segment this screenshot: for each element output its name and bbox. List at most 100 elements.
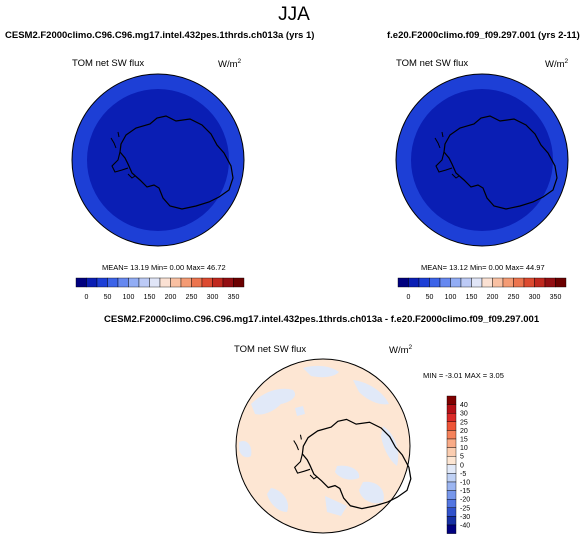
panel-2-colorbar-cell: [492, 277, 504, 288]
panel-3-colorbar-cell: [446, 421, 457, 431]
panel-3-colorbar-cell: [446, 490, 457, 500]
panel-1-colorbar-cell: [159, 277, 171, 288]
panel-2-stats: MEAN= 13.12 Min= 0.00 Max= 44.97: [421, 263, 545, 272]
panel-3-colorbar-tick-label: 0: [460, 462, 464, 469]
panel-3-colorbar-cell: [446, 456, 457, 466]
panel-2-colorbar-cell: [450, 277, 462, 288]
panel-3-colorbar-cell: [446, 404, 457, 414]
panel-3-colorbar-cell: [446, 524, 457, 534]
panel-2-colorbar-tick-label: 0: [407, 294, 411, 301]
panel-3-colorbar-cell: [446, 447, 457, 457]
panel-3-colorbar-cell: [446, 481, 457, 491]
panel-2-case-title: f.e20.F2000climo.f09_f09.297.001 (yrs 2-…: [387, 30, 580, 41]
panel-1-colorbar-cell: [86, 277, 98, 288]
panel-3-colorbar-cell: [446, 413, 457, 423]
panel-2-colorbar-cell: [471, 277, 483, 288]
panel-2-colorbar-tick-label: 50: [426, 294, 434, 301]
panel-2-colorbar-cell: [555, 277, 567, 288]
panel-2-colorbar-cell: [481, 277, 493, 288]
panel-1-colorbar-tick-label: 200: [165, 294, 177, 301]
panel-1-colorbar-cell: [191, 277, 203, 288]
panel-2-units-label: W/m2: [545, 58, 569, 71]
panel-2-colorbar-tick-label: 150: [466, 294, 478, 301]
panel-1-colorbar-cell: [149, 277, 161, 288]
panel-3-colorbar-tick-label: 20: [460, 428, 468, 435]
panel-1-colorbar-cell: [233, 277, 245, 288]
panel-3-colorbar-tick-label: 25: [460, 419, 468, 426]
panel-1-colorbar-cell: [170, 277, 182, 288]
panel-3-colorbar-tick-label: 10: [460, 445, 468, 452]
panel-2-colorbar-tick-label: 100: [445, 294, 457, 301]
panel-1-colorbar-cell: [107, 277, 119, 288]
panel-1-colorbar-tick-label: 150: [144, 294, 156, 301]
panel-1-colorbar-cell: [128, 277, 140, 288]
panel-1-antarctica-outline: [110, 115, 234, 210]
panel-3-colorbar-tick-label: -15: [460, 488, 470, 495]
panel-1-colorbar-cell: [212, 277, 224, 288]
panel-1-colorbar: 0 50 100 150 200 250 300 350: [75, 277, 245, 301]
panel-1-case-title: CESM2.F2000climo.C96.C96.mg17.intel.432p…: [5, 30, 315, 41]
panel-1-colorbar-cell: [96, 277, 108, 288]
panel-3-antarctica-outline: [293, 418, 412, 510]
panel-1-colorbar-tick-label: 250: [186, 294, 198, 301]
panel-1-colorbar-cell: [117, 277, 129, 288]
panel-3-colorbar-tick-label: 15: [460, 437, 468, 444]
panel-3-map-border: [235, 358, 411, 534]
panel-1-units-label: W/m2: [218, 58, 242, 71]
panel-3-colorbar-cell: [446, 516, 457, 526]
panel-3-colorbar-tick-label: -40: [460, 523, 470, 530]
panel-2-colorbar-cell: [460, 277, 472, 288]
panel-2-colorbar-cell: [439, 277, 451, 288]
panel-2-colorbar-tick-label: 200: [487, 294, 499, 301]
panel-3-variable-label: TOM net SW flux: [234, 344, 307, 355]
panel-1-polar-map: [71, 73, 245, 247]
panel-3-colorbar-cell: [446, 473, 457, 483]
panel-3-colorbar-tick-label: -30: [460, 514, 470, 521]
panel-1-stats: MEAN= 13.19 Min= 0.00 Max= 46.72: [102, 263, 226, 272]
panel-2-colorbar-cell: [502, 277, 514, 288]
panel-1-colorbar-cell: [222, 277, 234, 288]
panel-2-colorbar-cell: [397, 277, 409, 288]
panel-1-colorbar-tick-label: 300: [207, 294, 219, 301]
panel-3-colorbar-cell: [446, 507, 457, 517]
panel-2-variable-label: TOM net SW flux: [396, 58, 469, 69]
panel-3-colorbar-tick-label: -20: [460, 497, 470, 504]
panel-3-units-label: W/m2: [389, 344, 413, 357]
panel-1-variable-label: TOM net SW flux: [72, 58, 145, 69]
panel-2-colorbar: 0 50 100 150 200 250 300 350: [397, 277, 567, 301]
panel-3-colorbar-cell: [446, 438, 457, 448]
panel-3-colorbar-tick-label: -25: [460, 505, 470, 512]
panel-1-colorbar-tick-label: 50: [104, 294, 112, 301]
panel-1-colorbar-cell: [201, 277, 213, 288]
panel-1-colorbar-cell: [75, 277, 87, 288]
panel-3-polar-map: [235, 358, 412, 534]
panel-2-colorbar-tick-label: 250: [508, 294, 520, 301]
panel-2-colorbar-tick-label: 350: [550, 294, 562, 301]
panel-2-colorbar-cell: [418, 277, 430, 288]
panel-1-colorbar-cell: [138, 277, 150, 288]
panel-2-polar-map: [395, 73, 569, 247]
panel-2-colorbar-cell: [429, 277, 441, 288]
panel-3-stats: MIN = -3.01 MAX = 3.05: [423, 371, 504, 380]
panel-1-colorbar-tick-label: 0: [85, 294, 89, 301]
panel-3-colorbar-cell: [446, 395, 457, 405]
panel-3-colorbar-tick-label: -5: [460, 471, 466, 478]
panel-3-colorbar-tick-label: -10: [460, 480, 470, 487]
panel-2-antarctica-outline: [434, 115, 558, 210]
panel-1-colorbar-cell: [180, 277, 192, 288]
panel-2-colorbar-cell: [408, 277, 420, 288]
panel-1-colorbar-tick-label: 350: [228, 294, 240, 301]
panel-1-inner-field: [87, 89, 229, 231]
panel-3-diff-field: [236, 359, 410, 533]
panel-3-colorbar-cell: [446, 430, 457, 440]
panel-3-colorbar-tick-label: 30: [460, 411, 468, 418]
panel-2-colorbar-cell: [523, 277, 535, 288]
panel-3-colorbar-tick-label: 40: [460, 402, 468, 409]
panel-3-colorbar-cell: [446, 498, 457, 508]
panel-3-colorbar-tick-label: 5: [460, 454, 464, 461]
panel-2-colorbar-tick-label: 300: [529, 294, 541, 301]
panel-1-colorbar-tick-label: 100: [123, 294, 135, 301]
panel-2-colorbar-cell: [513, 277, 525, 288]
page-title: JJA: [278, 4, 310, 25]
